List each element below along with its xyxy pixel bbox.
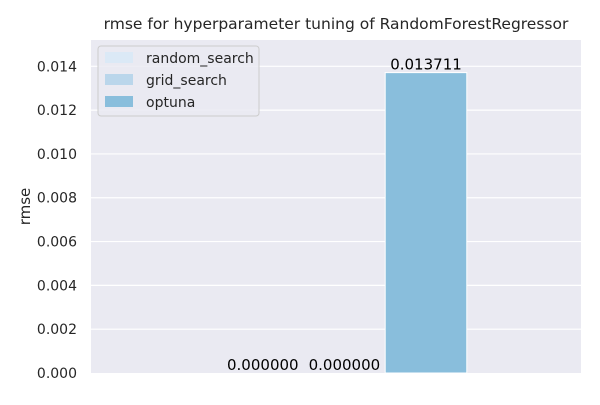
y-tick-label: 0.008 [37, 191, 77, 207]
y-axis-ticks: 0.000 0.002 0.004 0.006 0.008 0.010 0.012 0.014 [37, 59, 77, 382]
bar-optuna [384, 72, 468, 374]
data-label-optuna: 0.013711 [390, 56, 462, 74]
legend-label-grid-search: grid_search [146, 73, 227, 89]
y-tick-label: 0.006 [37, 235, 77, 251]
data-label-random-search: 0.000000 [227, 356, 299, 374]
data-labels: 0.000000 0.000000 0.013711 [227, 56, 462, 374]
grid-lines [91, 65, 581, 330]
y-tick-label: 0.000 [37, 366, 77, 382]
bars [384, 72, 468, 374]
y-axis-label: rmse [16, 188, 34, 226]
legend-box [97, 45, 260, 117]
legend-swatch-grid-search [105, 74, 133, 85]
legend-swatch-random-search [105, 52, 133, 63]
legend-label-optuna: optuna [146, 95, 195, 111]
legend-label-random-search: random_search [146, 51, 254, 67]
chart-title: rmse for hyperparameter tuning of Random… [104, 15, 569, 33]
y-tick-label: 0.012 [37, 103, 77, 119]
y-tick-label: 0.014 [37, 59, 77, 75]
y-tick-label: 0.002 [37, 322, 77, 338]
data-label-grid-search: 0.000000 [309, 356, 381, 374]
legend-swatch-optuna [105, 96, 133, 107]
y-tick-label: 0.010 [37, 147, 77, 163]
y-tick-label: 0.004 [37, 278, 77, 294]
